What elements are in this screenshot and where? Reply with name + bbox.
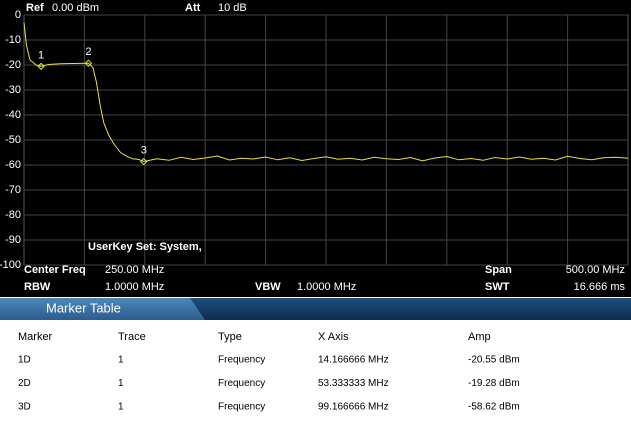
table-cell: Frequency [218, 378, 265, 389]
rbw-label: RBW [24, 281, 51, 293]
trace [23, 22, 629, 163]
annotation: UserKey Set: System, [88, 241, 202, 253]
table-cell: 1D [18, 355, 31, 366]
table-tab[interactable] [0, 298, 205, 320]
att-label: Att [185, 2, 201, 14]
plot: 0 -10 -20 -30 -40 -50 -60 -70 -80 -90 -100 1 2 3 [0, 9, 629, 271]
table-cell: 2D [18, 378, 31, 389]
vbw-label: VBW [255, 281, 281, 293]
table-title: Marker Table [46, 300, 121, 315]
table-cell: 1 [118, 355, 124, 366]
y-tick-label: -70 [5, 184, 21, 196]
y-tick-label: -20 [5, 59, 21, 71]
table-cell: -19.28 dBm [468, 378, 520, 389]
rbw-value: 1.0000 MHz [105, 281, 164, 293]
column-header: Marker [18, 331, 53, 343]
center-value: 250.00 MHz [105, 264, 164, 276]
table-cell: 53.333333 MHz [318, 378, 389, 389]
marker [37, 62, 45, 71]
marker-label: 1 [38, 49, 44, 61]
marker-table: Marker Trace Type X Axis Amp 1D 1 Frequency 14.1… [18, 331, 520, 413]
swt-label: SWT [485, 281, 510, 293]
table-cell: 3D [18, 402, 31, 413]
marker [140, 157, 148, 166]
column-header: Type [218, 331, 242, 343]
table-cell: 99.166666 MHz [318, 402, 389, 413]
marker [84, 59, 93, 67]
span-value: 500.00 MHz [566, 264, 625, 276]
ref-value: 0.00 dBm [52, 2, 99, 14]
column-header: Trace [118, 331, 146, 343]
center-label: Center Freq [24, 264, 86, 276]
y-tick-label: 0 [15, 9, 21, 21]
y-tick-label: -60 [5, 159, 21, 171]
y-tick-label: -100 [0, 259, 21, 271]
span-label: Span [485, 264, 512, 276]
swt-value: 16.666 ms [574, 281, 626, 293]
y-tick-label: -30 [5, 84, 21, 96]
table-cell: 1 [118, 378, 124, 389]
table-cell: 14.166666 MHz [318, 355, 389, 366]
y-tick-label: -90 [5, 234, 21, 246]
table-cell: Frequency [218, 402, 265, 413]
marker-label: 2 [85, 46, 91, 58]
y-tick-label: -40 [5, 109, 21, 121]
table-cell: Frequency [218, 355, 265, 366]
att-value: 10 dB [218, 2, 247, 14]
y-tick-label: -50 [5, 134, 21, 146]
table-cell: -58.62 dBm [468, 402, 520, 413]
marker-label: 3 [141, 144, 147, 156]
table-cell: -20.55 dBm [468, 355, 520, 366]
ref-label: Ref [26, 2, 44, 14]
vbw-value: 1.0000 MHz [297, 281, 356, 293]
y-tick-label: -10 [5, 34, 21, 46]
column-header: X Axis [318, 331, 349, 343]
table-cell: 1 [118, 402, 124, 413]
screen-bg [0, 0, 631, 297]
column-header: Amp [468, 331, 491, 343]
y-tick-label: -80 [5, 209, 21, 221]
